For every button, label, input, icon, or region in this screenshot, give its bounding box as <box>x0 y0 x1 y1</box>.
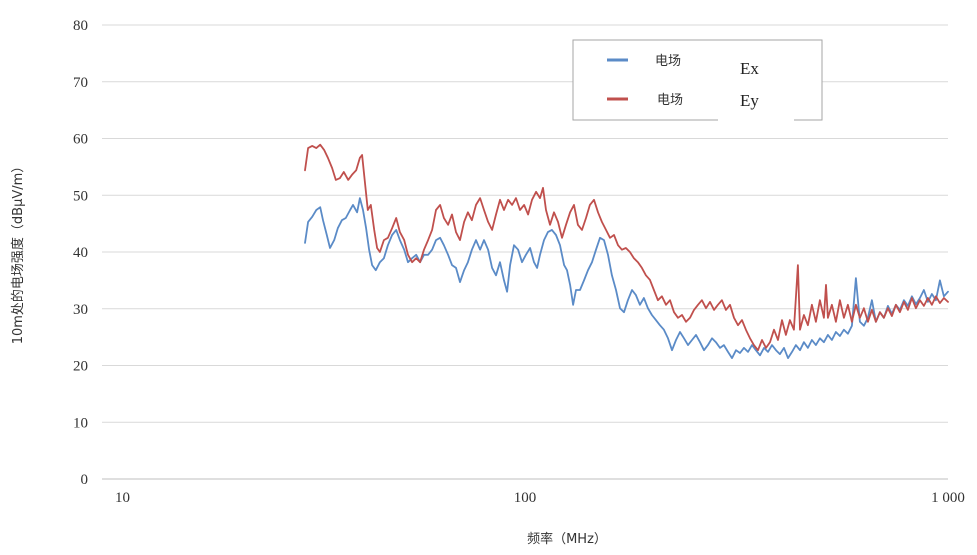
y-tick-label-50: 50 <box>73 188 88 204</box>
x-axis-title: 频率（MHz） <box>527 531 607 547</box>
y-tick-label-80: 80 <box>73 18 88 34</box>
y-tick-label-40: 40 <box>73 245 88 261</box>
x-tick-label-1000: 1 000 <box>931 490 965 506</box>
legend-entry-2: 电场 Ey <box>657 91 759 110</box>
y-tick-label-10: 10 <box>73 415 88 431</box>
gridlines <box>102 24 948 423</box>
legend-label-1: 电场 <box>655 54 681 69</box>
legend-suffix-1: Ex <box>740 59 759 78</box>
series-line-1 <box>304 197 949 360</box>
axes: 0 10 20 30 40 50 60 70 80 10 100 1 000 10m处的电场强度（dBμ… <box>10 18 965 547</box>
series-group <box>304 143 949 360</box>
legend-suffix-background <box>718 54 794 124</box>
legend-label-2: 电场 <box>657 93 683 108</box>
y-tick-label-20: 20 <box>73 359 88 375</box>
y-tick-label-30: 30 <box>73 302 88 318</box>
x-tick-label-100: 100 <box>514 490 537 506</box>
y-tick-label-70: 70 <box>73 75 88 91</box>
x-tick-label-10: 10 <box>115 490 130 506</box>
legend-suffix-2: Ey <box>740 91 759 110</box>
legend-entry-1: 电场 Ex <box>655 54 759 78</box>
y-tick-label-60: 60 <box>73 132 88 148</box>
series-line-2 <box>304 143 949 352</box>
y-tick-label-0: 0 <box>81 472 89 488</box>
y-axis-title: 10m处的电场强度（dBμV/m） <box>10 160 26 345</box>
